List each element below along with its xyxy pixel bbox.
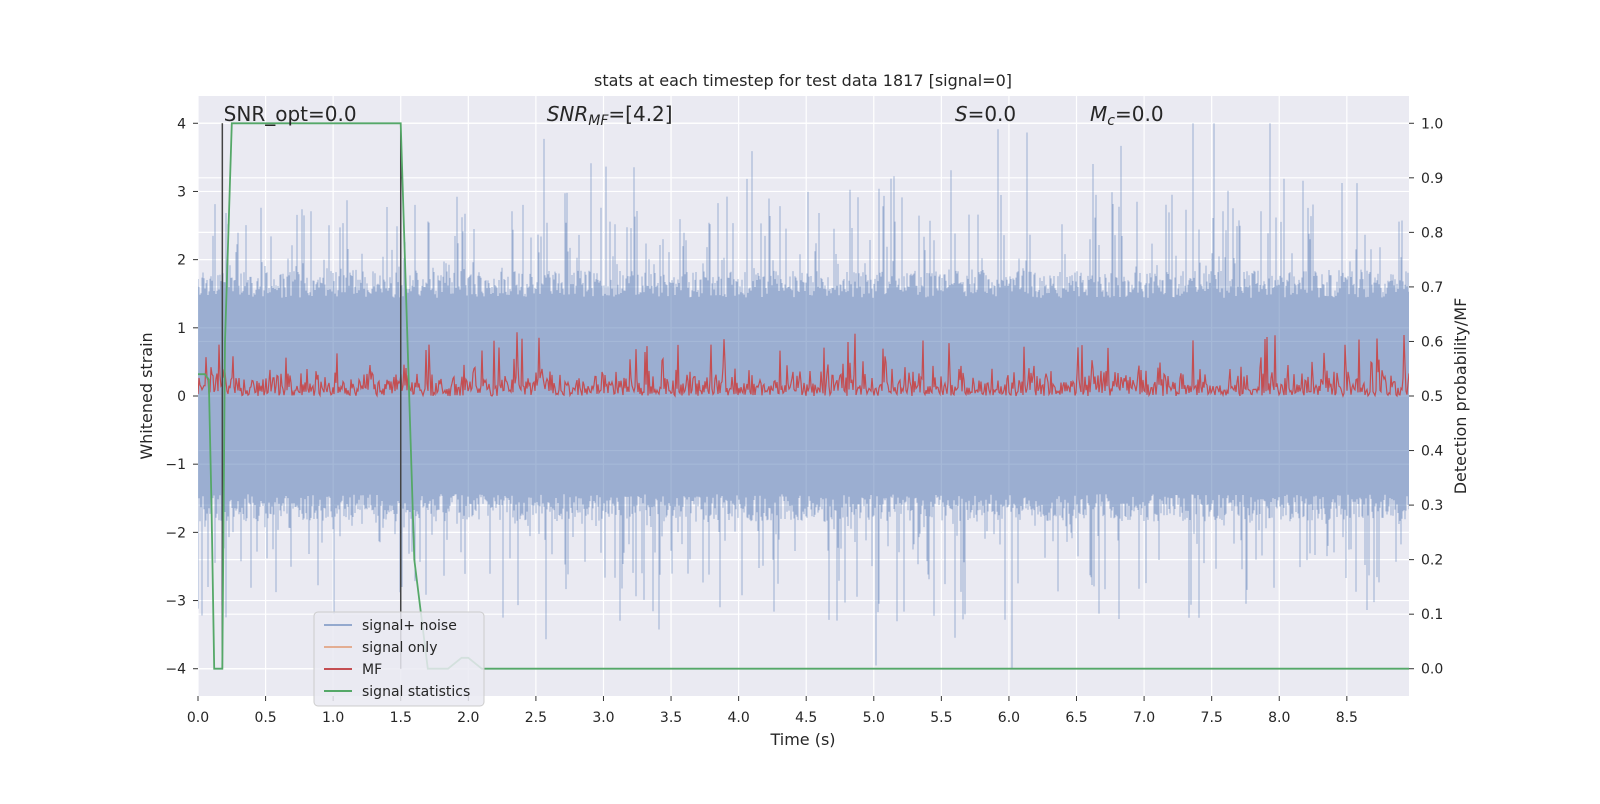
y-left-tick-label: −3 [165,594,186,610]
legend-label-signal-only: signal only [362,640,437,656]
y-right-tick-label: 0.2 [1421,553,1443,569]
x-tick-label: 2.0 [457,710,479,726]
x-tick-label: 6.0 [998,710,1020,726]
x-tick-label: 8.5 [1336,710,1358,726]
annotations: SNR_opt=0.0 SNRMF=[4.2] S=0.0 Mc=0.0 [224,102,1164,129]
legend-label-mf: MF [362,662,382,678]
x-tick-label: 7.5 [1201,710,1223,726]
annotation-text: SNR_opt=0.0 [224,102,357,126]
chart-title: stats at each timestep for test data 181… [594,71,1012,90]
y-left-tick-label: 4 [177,116,186,132]
annotation-text: SNRMF=[4.2] [547,102,673,129]
series-mf [198,332,1409,398]
y-left-tick-label: −2 [165,525,186,541]
annotation-text: Mc=0.0 [1090,102,1164,129]
y-right-tick-label: 0.6 [1421,334,1443,350]
x-tick-label: 4.5 [795,710,817,726]
x-tick-label: 5.5 [930,710,952,726]
x-tick-label: 1.0 [322,710,344,726]
x-tick-label: 4.0 [727,710,749,726]
y-axis-label-right: Detection probability/MF [1451,298,1470,495]
x-tick-label: 3.5 [660,710,682,726]
y-left-tick-label: 3 [177,184,186,200]
legend: signal+ noise signal only MF signal stat… [313,611,485,707]
y-axis-label-left: Whitened strain [137,332,156,459]
legend-box [313,611,485,707]
x-tick-label: 5.0 [863,710,885,726]
x-tick-label: 1.5 [390,710,412,726]
y-left-tick-label: −1 [165,457,186,473]
annotation-text: S=0.0 [955,102,1016,126]
legend-label-signal-noise: signal+ noise [362,618,457,634]
x-tick-label: 3.0 [592,710,614,726]
axes: 0.0 0.5 1.0 1.5 2.0 2.5 3.0 3.5 4.0 4.5 5.0 5.5 6.0 6… [165,116,1443,726]
y-right-tick-label: 0.0 [1421,662,1443,678]
x-tick-label: 2.5 [525,710,547,726]
x-tick-label: 8.0 [1268,710,1290,726]
x-tick-label: 7.0 [1133,710,1155,726]
y-left-tick-label: 0 [177,389,186,405]
y-right-tick-label: 0.4 [1421,444,1443,460]
y-right-tick-label: 1.0 [1421,116,1443,132]
x-tick-label: 0.0 [187,710,209,726]
y-right-tick-label: 0.7 [1421,280,1443,296]
legend-label-signal-statistics: signal statistics [362,684,470,700]
x-tick-label: 0.5 [254,710,276,726]
y-right-tick-label: 0.9 [1421,171,1443,187]
y-right-tick-label: 0.5 [1421,389,1443,405]
x-tick-label: 6.5 [1065,710,1087,726]
x-axis-label: Time (s) [769,730,835,749]
y-left-tick-label: −4 [165,662,186,678]
y-right-tick-label: 0.8 [1421,225,1443,241]
y-left-tick-label: 1 [177,321,186,337]
y-right-tick-label: 0.1 [1421,607,1443,623]
y-left-tick-label: 2 [177,253,186,269]
y-right-tick-label: 0.3 [1421,498,1443,514]
